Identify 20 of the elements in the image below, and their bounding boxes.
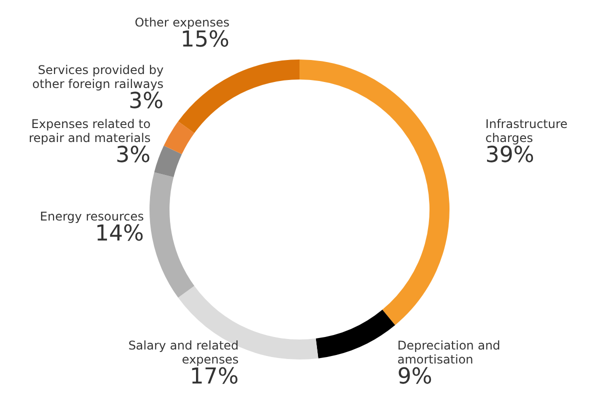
donut-slice (316, 310, 396, 358)
slice-label: Depreciation and amortisation (397, 338, 500, 367)
data-label: 3% (116, 143, 151, 168)
donut-slice (178, 60, 300, 134)
slice-label: Other expenses (134, 16, 230, 30)
data-label: 9% (397, 364, 432, 390)
donut-slice (164, 121, 194, 154)
data-label: 39% (485, 143, 534, 168)
donut-slice (300, 60, 450, 326)
slice-label: Expenses related to repair and materials (28, 117, 151, 146)
slice-label: Services provided by other foreign railways (32, 63, 164, 92)
slice-label: Energy resources (40, 209, 144, 224)
donut-slice (150, 172, 194, 298)
data-label: 14% (94, 221, 144, 246)
data-label: 3% (128, 89, 164, 114)
slice-label: Infrastructure charges (485, 117, 568, 146)
donut-slice (154, 146, 182, 178)
data-label: 17% (190, 364, 239, 390)
slice-label: Salary and related expenses (128, 338, 239, 367)
data-label: 15% (180, 28, 230, 53)
